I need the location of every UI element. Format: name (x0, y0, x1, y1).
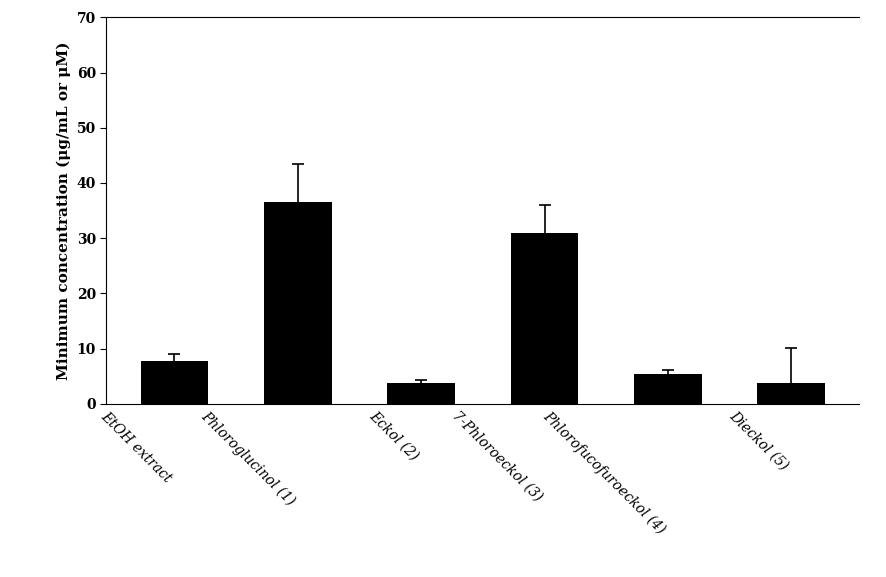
Bar (634, 373, 702, 404)
Bar (264, 203, 331, 404)
Bar (510, 233, 579, 404)
Bar (758, 384, 825, 404)
Bar (387, 383, 455, 404)
Y-axis label: Minimum concentration (μg/mL or μM): Minimum concentration (μg/mL or μM) (57, 42, 71, 380)
Bar (141, 361, 208, 404)
